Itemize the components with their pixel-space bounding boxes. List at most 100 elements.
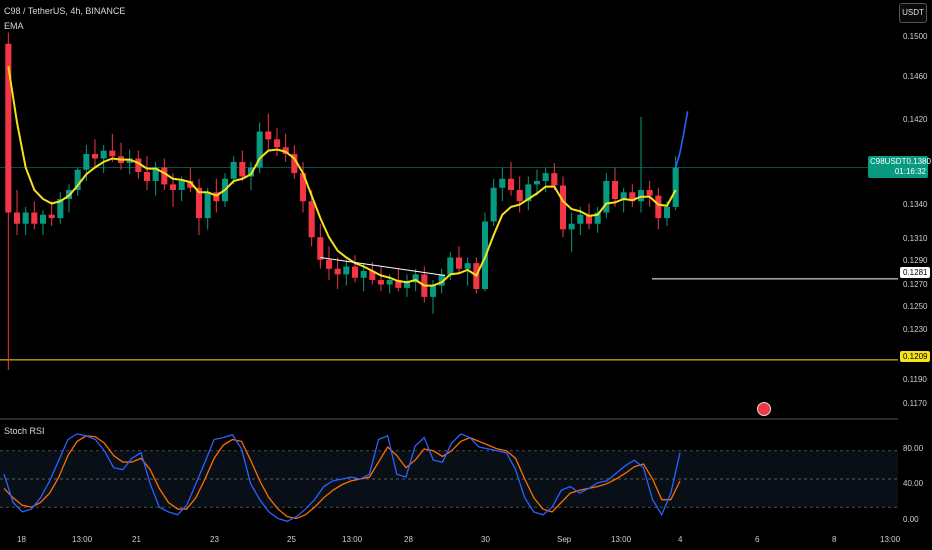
candle-body [672, 167, 679, 207]
time-tick: 13:00 [342, 535, 363, 544]
candle-body [195, 187, 203, 219]
candle-body [204, 192, 211, 219]
candle-body [499, 178, 506, 188]
candle-body [594, 212, 601, 224]
time-tick: 8 [832, 535, 837, 544]
time-tick: 13:00 [880, 535, 901, 544]
candle-body [360, 271, 367, 278]
price-tick: 0.1420 [903, 115, 928, 124]
time-tick: 21 [132, 535, 141, 544]
candle-body [282, 147, 289, 154]
forecast-curve [674, 111, 689, 168]
candle-body [351, 266, 359, 278]
candle-body [334, 268, 341, 275]
candle-body [273, 139, 281, 148]
candle-body [403, 282, 411, 288]
candle-body [525, 184, 532, 202]
candle-body [395, 280, 402, 288]
candle-body [620, 192, 627, 199]
ema-indicator-label[interactable]: EMA [4, 21, 24, 31]
price-tick: 0.1340 [903, 200, 928, 209]
candle-body [551, 173, 558, 186]
stoch-d-line [3, 435, 681, 520]
price-pane [0, 32, 898, 370]
trend-line [320, 257, 446, 276]
time-tick: 18 [17, 535, 26, 544]
candle-body [516, 190, 523, 202]
stoch-rsi-label[interactable]: Stoch RSI [4, 426, 45, 436]
candle-body [91, 154, 99, 159]
candle-body [109, 150, 116, 157]
candle-body [377, 280, 385, 285]
price-tick: 0.1310 [903, 234, 928, 243]
white-level-tag[interactable]: 0.1281 [900, 267, 931, 278]
candle-body [152, 167, 159, 181]
candle-body [291, 154, 298, 174]
candle-body [5, 43, 12, 213]
current-price: 0.1380 [906, 157, 931, 166]
candle-body [655, 195, 662, 219]
flag-icon[interactable] [757, 402, 771, 416]
candle-body [542, 173, 549, 181]
price-tick: 0.1460 [903, 72, 928, 81]
stoch-rsi-pane [0, 433, 898, 522]
time-tick: 30 [481, 535, 490, 544]
rsi-tick: 0.00 [903, 515, 919, 524]
candle-body [455, 257, 463, 269]
candle-body [629, 192, 636, 202]
stoch-k-line [3, 433, 681, 522]
currency-button[interactable]: USDT [899, 3, 927, 23]
candle-body [447, 257, 454, 275]
candle-body [429, 285, 437, 297]
rsi-tick: 40.00 [903, 479, 924, 488]
candle-body [343, 266, 350, 275]
candle-body [386, 280, 393, 285]
candle-body [265, 131, 272, 140]
price-tick: 0.1290 [903, 256, 928, 265]
candle-body [577, 214, 584, 224]
price-tick: 0.1270 [903, 280, 928, 289]
candle-body [178, 181, 185, 190]
pane-divider[interactable] [0, 418, 898, 420]
candle-body [48, 214, 55, 219]
rsi-tick: 80.00 [903, 444, 924, 453]
candle-body [143, 172, 151, 181]
candle-body [74, 169, 81, 190]
time-tick: 4 [678, 535, 683, 544]
candle-body [239, 161, 246, 177]
candle-body [230, 161, 237, 179]
candle-body [325, 259, 333, 269]
candle-body [585, 214, 593, 224]
candle-body [169, 184, 177, 190]
candle-body [22, 212, 29, 224]
current-price-tag[interactable]: C98USDT 0.1380 01:16:32 [868, 156, 931, 178]
candle-body [187, 181, 194, 188]
time-tick: 13:00 [611, 535, 632, 544]
candle-body [126, 158, 133, 163]
rsi-band-fill [0, 450, 898, 508]
price-tick: 0.1190 [903, 375, 927, 384]
candle-body [256, 131, 263, 168]
price-tick: 0.1170 [903, 399, 927, 408]
time-tick: 13:00 [72, 535, 93, 544]
candle-body [308, 201, 315, 238]
symbol-label: C98USDT [870, 157, 907, 166]
candle-body [299, 173, 307, 202]
price-tick: 0.1230 [903, 325, 928, 334]
candle-body [646, 190, 653, 196]
candle-body [603, 181, 610, 213]
countdown-timer: 01:16:32 [894, 167, 926, 176]
time-tick: 25 [287, 535, 296, 544]
candle-body [611, 181, 619, 199]
candle-body [213, 192, 220, 202]
candle-body [247, 167, 255, 177]
candle-body [161, 167, 168, 185]
time-tick: 28 [404, 535, 413, 544]
candle-body [559, 185, 567, 230]
candle-body [490, 187, 497, 222]
candle-body [57, 199, 64, 219]
chart-title: C98 / TetherUS, 4h, BINANCE [4, 6, 126, 16]
ema-line [7, 66, 677, 287]
yellow-level-tag[interactable]: 0.1209 [900, 351, 931, 362]
